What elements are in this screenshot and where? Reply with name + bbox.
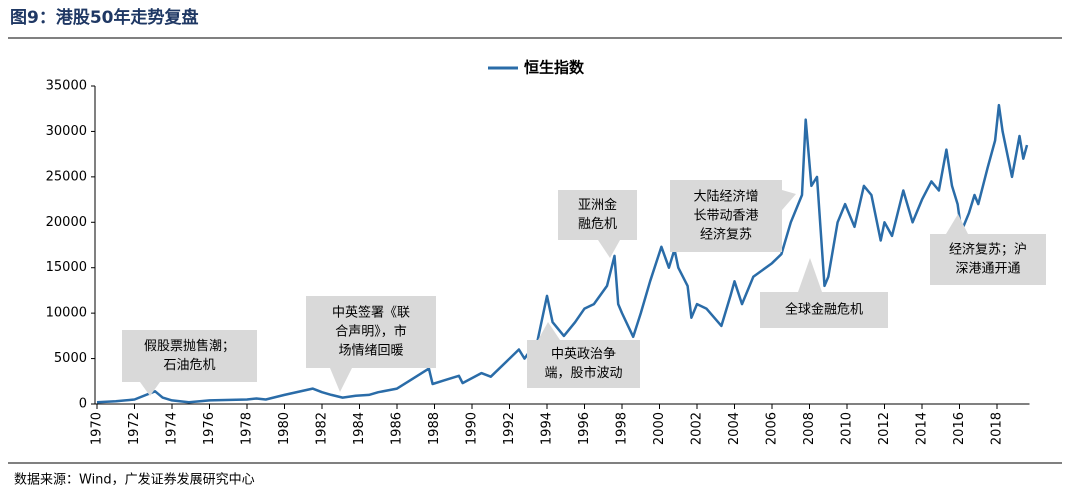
- x-tick-label: 1990: [465, 412, 480, 445]
- x-tick-label: 1998: [615, 412, 630, 445]
- x-tick-label: 1982: [315, 412, 330, 445]
- x-tick-label: 1974: [165, 412, 180, 445]
- x-tick-label: 1972: [127, 412, 142, 445]
- x-tick-label: 2008: [802, 412, 817, 445]
- annotation-text: 长带动香港: [693, 209, 758, 224]
- x-tick-label: 2000: [652, 412, 667, 445]
- x-tick-label: 1992: [502, 412, 517, 445]
- annotation-text: 大陆经济增: [693, 189, 758, 205]
- callout-box: [558, 190, 637, 240]
- callout-pointer: [140, 382, 160, 396]
- x-tick-label: 2002: [690, 412, 705, 445]
- callout-pointer: [598, 240, 620, 258]
- x-tick-label: 2006: [765, 412, 780, 445]
- y-tick-label: 5000: [54, 351, 87, 366]
- annotation-text: 深港通开通: [955, 262, 1020, 277]
- series-line: [96, 103, 1029, 404]
- annotation-text: 场情绪回暖: [338, 344, 403, 359]
- annotation-text: 经济复苏；沪: [949, 242, 1027, 258]
- x-tick-label: 2010: [840, 412, 855, 445]
- annotation-text: 亚洲金: [578, 197, 617, 213]
- annotation-text: 石油危机: [163, 358, 215, 373]
- annotation-text: 中英政治争: [551, 347, 616, 362]
- x-tick-label: 1980: [277, 412, 292, 445]
- y-tick-label: 30000: [46, 124, 87, 139]
- x-tick-label: 2014: [915, 412, 930, 445]
- x-tick-label: 2004: [727, 412, 742, 445]
- x-tick-label: 1976: [202, 412, 217, 445]
- callout-pointer: [798, 258, 822, 292]
- annotation: 全球金融危机: [760, 258, 888, 328]
- annotation-text: 端，股市波动: [544, 365, 622, 381]
- x-tick-label: 1996: [577, 412, 592, 445]
- callout-box: [670, 180, 782, 252]
- x-tick-label: 2018: [990, 412, 1005, 445]
- callout-box: [527, 340, 640, 388]
- source: 数据来源：Wind，广发证券发展研究中心: [14, 472, 255, 488]
- annotation-text: 合声明》，市: [335, 324, 407, 340]
- callout-pointer: [538, 322, 560, 340]
- annotation-text: 融危机: [578, 217, 617, 232]
- y-tick-label: 35000: [46, 79, 87, 94]
- x-tick-label: 2012: [877, 412, 892, 445]
- annotation-text: 中英签署《联: [332, 305, 410, 321]
- callout-box: [122, 330, 257, 382]
- x-tick-label: 1988: [427, 412, 442, 445]
- y-tick-label: 10000: [46, 306, 87, 321]
- legend-label: 恒生指数: [524, 59, 585, 77]
- callout-box: [930, 234, 1046, 285]
- annotation: 假股票抛售潮； 石油危机: [122, 330, 257, 396]
- x-tick-label: 2016: [952, 412, 967, 445]
- x-tick-label: 1978: [240, 412, 255, 445]
- x-tick-label: 1994: [540, 412, 555, 445]
- callout-box: [306, 296, 436, 368]
- y-tick-label: 0: [79, 397, 87, 412]
- annotation-text: 经济复苏: [700, 227, 752, 243]
- callout-pointer: [782, 190, 796, 210]
- chart-title: 图9：港股50年走势复盘: [10, 7, 199, 28]
- annotation-text: 假股票抛售潮；: [144, 338, 235, 354]
- annotation-text: 全球金融危机: [785, 302, 863, 318]
- x-tick-label: 1984: [352, 412, 367, 445]
- y-tick-label: 25000: [46, 169, 87, 184]
- callout-pointer: [330, 368, 352, 392]
- y-tick-label: 20000: [46, 215, 87, 230]
- x-tick-label: 1970: [90, 412, 105, 445]
- x-tick-label: 1986: [390, 412, 405, 445]
- callout-box: [760, 292, 888, 328]
- callout-pointer: [946, 214, 968, 234]
- y-tick-label: 15000: [46, 260, 87, 275]
